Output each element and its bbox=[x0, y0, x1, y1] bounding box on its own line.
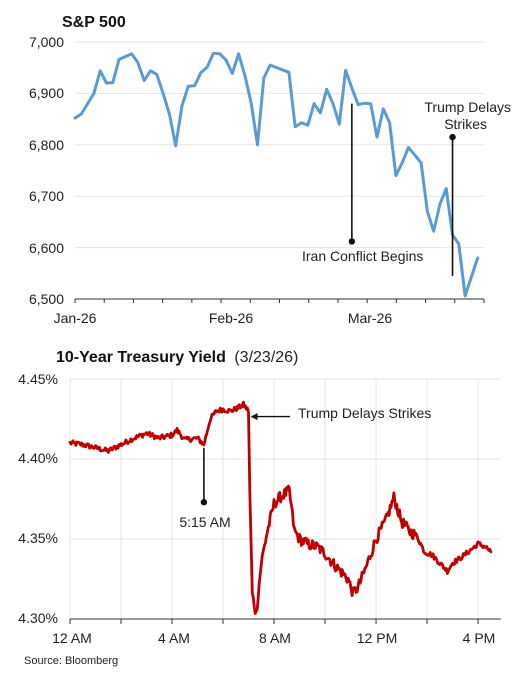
sp500-x-tick-marks bbox=[74, 299, 485, 303]
treasury-x-tick-label: 4 AM bbox=[158, 630, 190, 646]
treasury-x-axis: 12 AM 4 AM 8 AM 12 PM 4 PM bbox=[52, 618, 501, 646]
five-fifteen-marker bbox=[200, 499, 208, 506]
sp500-y-tick-label: 6,500 bbox=[29, 291, 64, 307]
treasury-y-tick-label: 4.35% bbox=[18, 530, 58, 546]
trump-delays-yield-label: Trump Delays Strikes bbox=[298, 405, 431, 421]
sp500-annotation-trump: Trump Delays Strikes bbox=[424, 99, 511, 276]
treasury-x-tick-marks bbox=[69, 619, 479, 624]
sp500-chart: S&P 500 7,000 6,900 6,800 6,700 6,600 6,… bbox=[29, 14, 511, 326]
treasury-x-tick-label: 8 AM bbox=[259, 630, 291, 646]
sp500-gridlines bbox=[75, 41, 484, 249]
treasury-annotation-515: 5:15 AM bbox=[179, 447, 231, 530]
sp500-x-axis: Jan-26 Feb-26 Mar-26 bbox=[54, 298, 485, 326]
sp500-x-tick-label: Feb-26 bbox=[209, 310, 254, 326]
treasury-title-main: 10-Year Treasury Yield bbox=[56, 349, 226, 366]
treasury-x-tick-label: 12 PM bbox=[357, 630, 397, 646]
treasury-chart: 10-Year Treasury Yield (3/23/26) 4.45% 4… bbox=[18, 349, 501, 646]
iran-conflict-label: Iran Conflict Begins bbox=[302, 248, 423, 264]
sp500-title: S&P 500 bbox=[62, 14, 126, 31]
treasury-series-line bbox=[68, 400, 493, 615]
source-note: Source: Bloomberg bbox=[24, 655, 118, 667]
treasury-y-tick-label: 4.45% bbox=[18, 371, 58, 387]
sp500-annotation-iran: Iran Conflict Begins bbox=[302, 103, 423, 264]
treasury-x-tick-label: 4 PM bbox=[463, 630, 496, 646]
sp500-y-tick-label: 6,800 bbox=[29, 137, 64, 153]
treasury-y-tick-label: 4.30% bbox=[18, 610, 58, 626]
sp500-y-tick-label: 6,700 bbox=[29, 188, 64, 204]
treasury-title: 10-Year Treasury Yield (3/23/26) bbox=[56, 349, 298, 366]
sp500-y-tick-label: 6,900 bbox=[29, 85, 64, 101]
sp500-y-axis: 7,000 6,900 6,800 6,700 6,600 6,500 bbox=[29, 34, 64, 307]
sp500-y-tick-label: 7,000 bbox=[29, 34, 64, 50]
treasury-gridlines bbox=[69, 378, 501, 619]
treasury-x-tick-label: 12 AM bbox=[52, 630, 92, 646]
sp500-y-tick-label: 6,600 bbox=[29, 240, 64, 256]
treasury-y-axis: 4.45% 4.40% 4.35% 4.30% bbox=[18, 371, 58, 626]
sp500-series-line bbox=[73, 51, 480, 298]
treasury-y-tick-label: 4.40% bbox=[18, 450, 58, 466]
trump-delays-label-line2: Strikes bbox=[444, 116, 487, 132]
trump-delays-marker bbox=[449, 133, 456, 141]
trump-delays-label-line1: Trump Delays bbox=[424, 99, 511, 115]
treasury-annotation-trump: Trump Delays Strikes bbox=[250, 405, 431, 421]
treasury-title-date: (3/23/26) bbox=[234, 349, 298, 366]
iran-conflict-marker bbox=[348, 238, 356, 245]
sp500-x-tick-label: Mar-26 bbox=[348, 310, 393, 326]
sp500-x-tick-label: Jan-26 bbox=[54, 310, 97, 326]
trump-delays-arrow-head bbox=[250, 413, 258, 421]
five-fifteen-label: 5:15 AM bbox=[179, 514, 230, 530]
